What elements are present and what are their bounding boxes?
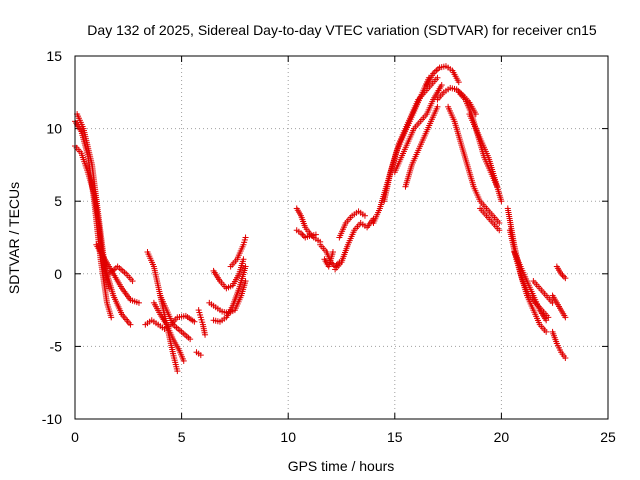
data-point — [242, 234, 249, 241]
data-point — [242, 263, 249, 270]
data-point — [242, 278, 249, 285]
data-point — [496, 227, 503, 234]
data-point — [187, 336, 194, 343]
data-point — [455, 79, 462, 86]
y-tick-label: 10 — [46, 121, 62, 137]
data-point — [329, 249, 336, 256]
data-point — [361, 212, 368, 219]
data-point — [129, 278, 136, 285]
data-point — [127, 321, 134, 328]
y-tick-label: -10 — [42, 411, 62, 427]
x-axis-label: GPS time / hours — [288, 458, 395, 474]
data-points — [72, 63, 569, 375]
data-point — [108, 314, 115, 321]
data-point — [562, 275, 569, 282]
data-point — [543, 317, 550, 324]
y-tick-label: -5 — [50, 338, 63, 354]
plot-frame — [74, 55, 609, 420]
chart-title: Day 132 of 2025, Sidereal Day-to-day VTE… — [87, 22, 597, 38]
data-point — [498, 198, 505, 205]
data-point — [543, 328, 550, 335]
axis-ticks: 0 5 10 15 20 25 -10 -5 0 5 10 15 — [42, 48, 616, 445]
data-point — [438, 82, 445, 89]
data-point — [191, 318, 198, 325]
data-point-trail — [560, 273, 567, 280]
data-point — [174, 368, 181, 375]
data-point — [202, 331, 209, 338]
data-point-trail — [299, 231, 306, 238]
y-tick-label: 5 — [54, 193, 62, 209]
data-point-trail — [433, 67, 440, 74]
data-point — [297, 230, 304, 237]
x-tick-label: 0 — [71, 429, 79, 445]
data-point — [197, 352, 204, 359]
data-point — [135, 299, 142, 306]
data-point — [180, 357, 187, 364]
data-point — [434, 74, 441, 81]
x-tick-label: 15 — [387, 429, 403, 445]
data-point-trail — [559, 272, 566, 279]
data-point-trail — [300, 233, 307, 240]
data-point — [496, 219, 503, 226]
data-point-trail — [431, 68, 438, 75]
x-tick-label: 10 — [280, 429, 296, 445]
data-point — [562, 314, 569, 321]
x-tick-label: 5 — [178, 429, 186, 445]
x-tick-label: 20 — [494, 429, 510, 445]
y-tick-label: 15 — [46, 48, 62, 64]
data-point — [240, 256, 247, 263]
y-axis-label: SDTVAR / TECUs — [6, 182, 22, 294]
x-tick-label: 25 — [600, 429, 616, 445]
y-tick-label: 0 — [54, 266, 62, 282]
data-point — [312, 231, 319, 238]
data-point — [558, 270, 565, 277]
data-point — [562, 355, 569, 362]
data-point — [434, 103, 441, 110]
